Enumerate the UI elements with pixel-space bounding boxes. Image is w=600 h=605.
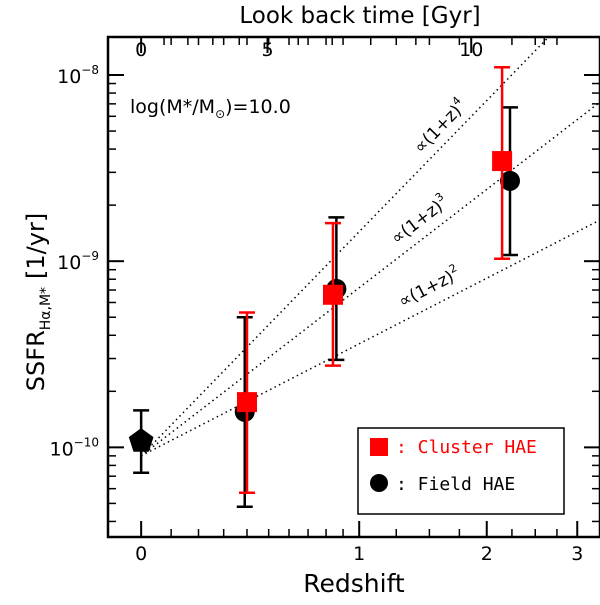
y-tick-label: 10−10 xyxy=(49,435,99,460)
legend-field-marker xyxy=(370,474,388,492)
trend-line-power-3 xyxy=(140,101,600,457)
mass-annotation-prefix: log(M*/M xyxy=(130,96,215,118)
x-tick-label: 2 xyxy=(481,543,493,565)
plot-frame xyxy=(106,35,600,539)
mass-annotation: log(M*/M⊙)=10.0 xyxy=(130,96,291,121)
trend-label-power-4: ∝(1+z)4 xyxy=(408,94,471,158)
cluster-point xyxy=(236,392,257,413)
top-tick-label: 5 xyxy=(261,39,273,61)
top-tick-label: 0 xyxy=(135,39,147,61)
y-tick-label: 10−8 xyxy=(57,63,99,88)
mass-annotation-suffix: )=10.0 xyxy=(225,96,291,118)
cluster-point xyxy=(492,151,513,172)
series-cluster-hae xyxy=(236,66,513,495)
legend-box xyxy=(357,427,565,515)
trend-label-power-2: ∝(1+z)2 xyxy=(394,261,464,312)
cluster-point xyxy=(322,284,343,305)
reference-point-group xyxy=(128,409,154,475)
trend-label-power-3: ∝(1+z)3 xyxy=(386,190,453,249)
bottom-axis-ticks: 0 1 2 3 xyxy=(135,37,583,565)
trend-lines xyxy=(140,37,600,457)
trend-line-power-2 xyxy=(140,219,600,457)
trend-line-power-4 xyxy=(140,37,550,457)
x-axis-label: Redshift xyxy=(303,569,405,598)
trend-labels: ∝(1+z)4 ∝(1+z)3 ∝(1+z)2 xyxy=(386,94,471,312)
top-axis-label: Look back time [Gyr] xyxy=(239,3,480,29)
reference-point-marker xyxy=(128,428,154,452)
mass-annotation-sub: ⊙ xyxy=(215,107,225,121)
y-axis-ticks: 10−10 10−9 10−8 xyxy=(49,63,600,523)
y-axis-label-unit: [1/yr] xyxy=(22,213,50,279)
y-tick-label: 10−9 xyxy=(57,249,99,274)
x-tick-label: 0 xyxy=(135,543,147,565)
x-tick-label: 1 xyxy=(353,543,365,565)
y-axis-label-sub: Hα,M* xyxy=(38,287,54,330)
y-axis-label: SSFRHα,M* [1/yr] xyxy=(22,213,54,391)
legend-cluster-marker xyxy=(370,438,388,456)
legend: : Cluster HAE : Field HAE xyxy=(357,427,565,515)
data-series xyxy=(234,66,520,508)
top-axis-ticks: 0 5 10 xyxy=(135,37,546,61)
y-axis-label-main: SSFR xyxy=(22,330,50,391)
field-point xyxy=(499,170,520,191)
legend-field-label: : Field HAE xyxy=(396,474,515,495)
legend-cluster-label: : Cluster HAE xyxy=(396,437,537,458)
top-tick-label: 10 xyxy=(459,39,483,61)
x-tick-label: 3 xyxy=(571,543,583,565)
